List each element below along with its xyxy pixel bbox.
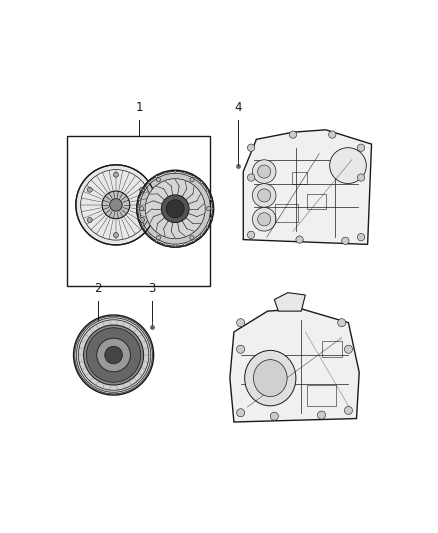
Circle shape: [184, 244, 186, 245]
Circle shape: [357, 144, 365, 151]
Circle shape: [110, 199, 122, 211]
Circle shape: [252, 207, 276, 231]
Circle shape: [207, 207, 211, 211]
Circle shape: [137, 170, 214, 247]
Circle shape: [148, 234, 150, 236]
Circle shape: [156, 176, 158, 177]
Circle shape: [252, 160, 276, 183]
Circle shape: [237, 345, 245, 353]
Circle shape: [252, 184, 276, 207]
Circle shape: [138, 198, 141, 200]
Circle shape: [113, 232, 118, 238]
Circle shape: [190, 177, 194, 182]
Circle shape: [258, 165, 271, 178]
Circle shape: [210, 217, 212, 219]
Circle shape: [165, 172, 166, 174]
Circle shape: [258, 213, 271, 226]
Circle shape: [145, 179, 205, 239]
Circle shape: [211, 208, 213, 209]
Circle shape: [290, 131, 297, 138]
Circle shape: [190, 236, 194, 240]
Circle shape: [193, 240, 194, 241]
Circle shape: [113, 172, 118, 177]
Circle shape: [193, 176, 194, 177]
Circle shape: [174, 245, 176, 247]
Circle shape: [184, 172, 186, 174]
Circle shape: [161, 195, 189, 223]
Polygon shape: [243, 130, 371, 244]
Circle shape: [174, 171, 176, 173]
Circle shape: [200, 182, 202, 183]
Circle shape: [142, 226, 144, 228]
Circle shape: [140, 187, 145, 192]
Circle shape: [142, 189, 144, 191]
Text: 4: 4: [235, 101, 242, 114]
Circle shape: [357, 174, 365, 181]
Circle shape: [206, 189, 208, 191]
Ellipse shape: [254, 360, 287, 397]
Ellipse shape: [105, 346, 122, 364]
Circle shape: [140, 217, 145, 222]
Circle shape: [140, 173, 211, 244]
Circle shape: [156, 236, 161, 240]
Circle shape: [102, 191, 130, 219]
Bar: [307, 194, 326, 208]
Bar: [275, 204, 298, 222]
Circle shape: [270, 412, 279, 421]
Circle shape: [87, 217, 92, 222]
Circle shape: [148, 182, 150, 183]
Circle shape: [237, 319, 245, 327]
Circle shape: [247, 231, 255, 238]
Bar: [307, 385, 336, 406]
Circle shape: [247, 174, 255, 181]
Circle shape: [296, 236, 303, 243]
Circle shape: [344, 345, 353, 353]
Circle shape: [156, 240, 158, 241]
Circle shape: [206, 226, 208, 228]
Circle shape: [357, 233, 365, 241]
Circle shape: [138, 217, 141, 219]
Text: 1: 1: [135, 101, 143, 114]
Circle shape: [328, 131, 336, 138]
Circle shape: [140, 207, 144, 211]
Circle shape: [200, 234, 202, 236]
Ellipse shape: [245, 350, 296, 406]
Circle shape: [156, 177, 161, 182]
Polygon shape: [274, 293, 305, 311]
Ellipse shape: [330, 148, 366, 183]
Bar: [322, 341, 343, 357]
Bar: [292, 172, 307, 183]
Circle shape: [338, 319, 346, 327]
Circle shape: [76, 165, 156, 245]
Ellipse shape: [74, 315, 154, 395]
Circle shape: [137, 208, 139, 209]
Text: 3: 3: [148, 282, 156, 295]
Circle shape: [237, 409, 245, 417]
Ellipse shape: [86, 328, 141, 382]
Ellipse shape: [84, 325, 144, 385]
Circle shape: [87, 187, 92, 192]
Text: 2: 2: [95, 282, 102, 295]
Ellipse shape: [97, 338, 131, 372]
Circle shape: [210, 198, 212, 200]
Circle shape: [342, 237, 349, 245]
Polygon shape: [230, 309, 359, 422]
Circle shape: [166, 200, 184, 217]
Circle shape: [344, 407, 353, 415]
Circle shape: [247, 144, 255, 151]
Circle shape: [318, 411, 325, 419]
Circle shape: [165, 244, 166, 245]
Circle shape: [258, 189, 271, 202]
Bar: [67, 135, 210, 286]
